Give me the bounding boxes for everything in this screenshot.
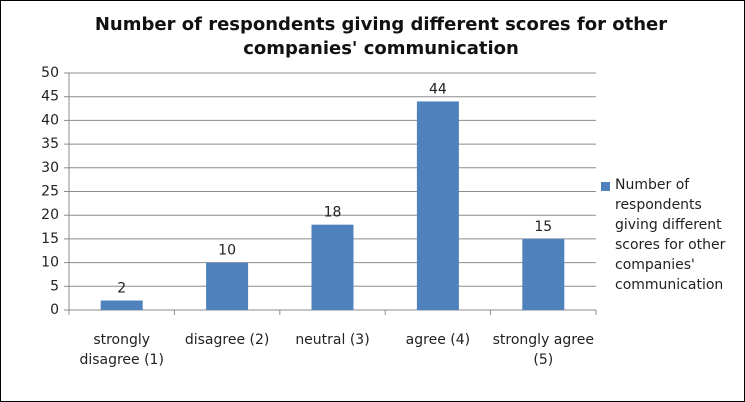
bar — [522, 238, 565, 310]
y-tick-label: 0 — [50, 302, 59, 318]
data-label: 44 — [429, 81, 447, 97]
data-label: 15 — [534, 219, 552, 235]
y-tick-label: 50 — [41, 65, 59, 81]
bar — [206, 262, 249, 310]
bar — [311, 224, 354, 310]
data-label: 18 — [324, 205, 342, 221]
x-tick-label: neutral (3) — [295, 332, 370, 348]
data-label: 10 — [218, 243, 236, 259]
legend-key — [601, 182, 610, 191]
y-tick-label: 10 — [41, 255, 59, 271]
y-tick-label: 30 — [41, 160, 59, 176]
y-tick-label: 35 — [41, 136, 59, 152]
x-tick-label: agree (4) — [405, 332, 471, 348]
bar — [416, 101, 459, 310]
chart-title: Number of respondents giving different s… — [94, 14, 668, 59]
x-tick-label: strongly disagree (1) — [79, 332, 164, 368]
y-tick-label: 15 — [41, 231, 59, 247]
bar — [100, 300, 143, 310]
legend-label: Number of respondents giving different s… — [615, 177, 726, 293]
x-tick-label: strongly agree (5) — [492, 332, 594, 368]
y-tick-label: 25 — [41, 184, 59, 200]
x-tick-label: disagree (2) — [184, 332, 270, 348]
data-label: 2 — [117, 281, 126, 297]
y-tick-label: 45 — [41, 89, 59, 105]
y-tick-label: 20 — [41, 207, 59, 223]
y-tick-label: 40 — [41, 112, 59, 128]
y-tick-label: 5 — [50, 278, 59, 294]
